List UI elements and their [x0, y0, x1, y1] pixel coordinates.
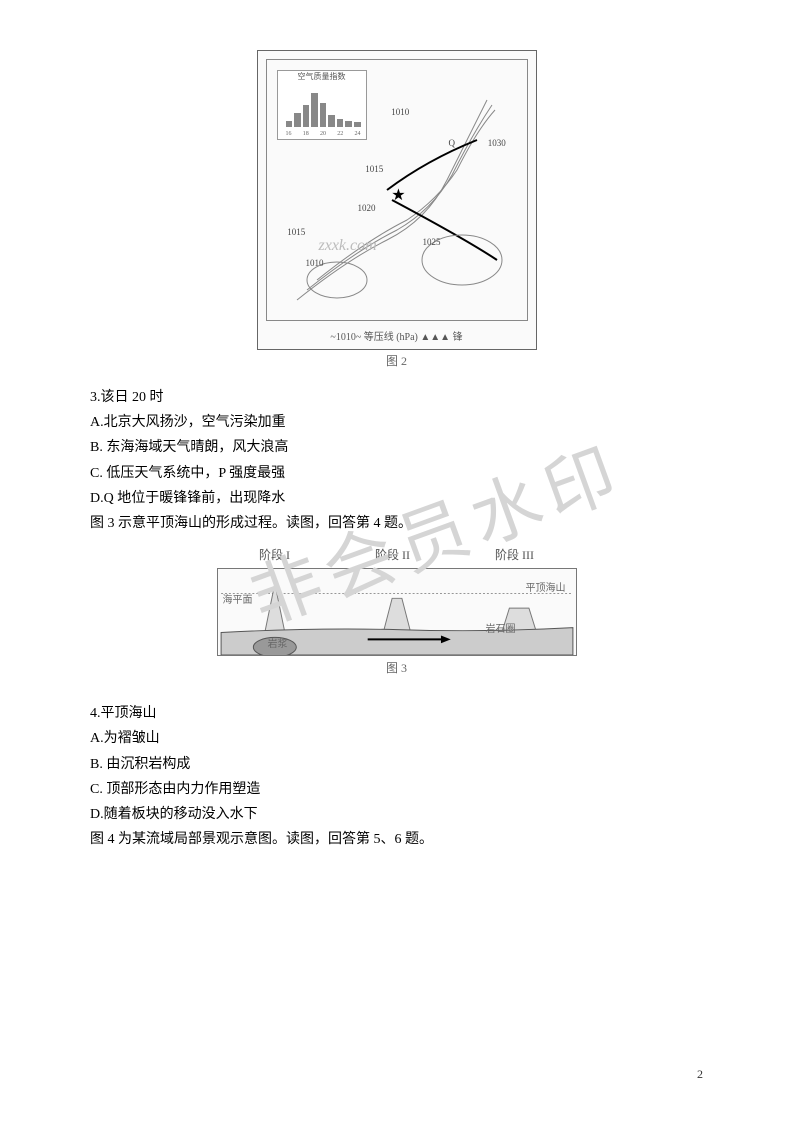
flat-mountain-label: 平顶海山 [526, 579, 566, 594]
contour-1015: 1015 [365, 164, 383, 174]
q-label: Q [449, 138, 456, 148]
figure2-container: 空气质量指数 1618202224 [90, 50, 703, 355]
contour-1020: 1020 [358, 203, 376, 213]
question3-block: 3.该日 20 时 A.北京大风扬沙，空气污染加重 B. 东海海域天气晴朗，风大… [90, 385, 703, 536]
magma-label: 岩浆 [268, 635, 288, 650]
q4-option-d: D.随着板块的移动没入水下 [90, 802, 703, 827]
figure3-container: 阶段 I 阶段 II 阶段 III 海平面 平顶海山 岩浆 岩石圈 图 3 [90, 546, 703, 681]
q4-option-c: C. 顶部形态由内力作用塑造 [90, 777, 703, 802]
contour-1010: 1010 [306, 258, 324, 268]
figure3-image: 阶段 I 阶段 II 阶段 III 海平面 平顶海山 岩浆 岩石圈 图 3 [217, 546, 577, 676]
star-marker: ★ [391, 185, 405, 205]
figure2-image: 空气质量指数 1618202224 [257, 50, 537, 350]
stage1-label: 阶段 I [259, 546, 290, 563]
q3-next-intro: 图 3 示意平顶海山的形成过程。读图，回答第 4 题。 [90, 511, 703, 536]
figure2-legend: ~1010~ 等压线 (hPa) ▲▲▲ 锋 [258, 328, 536, 343]
figure-watermark: zxxk.com [319, 237, 377, 255]
contour-1010b: 1010 [391, 107, 409, 117]
q3-option-c: C. 低压天气系统中，P 强度最强 [90, 461, 703, 486]
sea-level-label: 海平面 [223, 591, 253, 606]
stage3-label: 阶段 III [495, 546, 534, 563]
figure3-caption: 图 3 [217, 659, 577, 676]
q4-option-a: A.为褶皱山 [90, 726, 703, 751]
q3-option-a: A.北京大风扬沙，空气污染加重 [90, 410, 703, 435]
contour-1015b: 1015 [287, 227, 305, 237]
q3-option-d: D.Q 地位于暖锋锋前，出现降水 [90, 486, 703, 511]
lithosphere-label: 岩石圈 [486, 620, 516, 635]
q3-stem: 3.该日 20 时 [90, 385, 703, 410]
q4-stem: 4.平顶海山 [90, 701, 703, 726]
q4-next-intro: 图 4 为某流域局部景观示意图。读图，回答第 5、6 题。 [90, 827, 703, 852]
stage2-label: 阶段 II [375, 546, 410, 563]
figure2-caption: 图 2 [258, 352, 536, 369]
q4-option-b: B. 由沉积岩构成 [90, 752, 703, 777]
contour-1025: 1025 [423, 237, 441, 247]
page-number: 2 [697, 1067, 703, 1082]
question4-block: 4.平顶海山 A.为褶皱山 B. 由沉积岩构成 C. 顶部形态由内力作用塑造 D… [90, 701, 703, 852]
q3-option-b: B. 东海海域天气晴朗，风大浪高 [90, 435, 703, 460]
contour-1030: 1030 [488, 138, 506, 148]
